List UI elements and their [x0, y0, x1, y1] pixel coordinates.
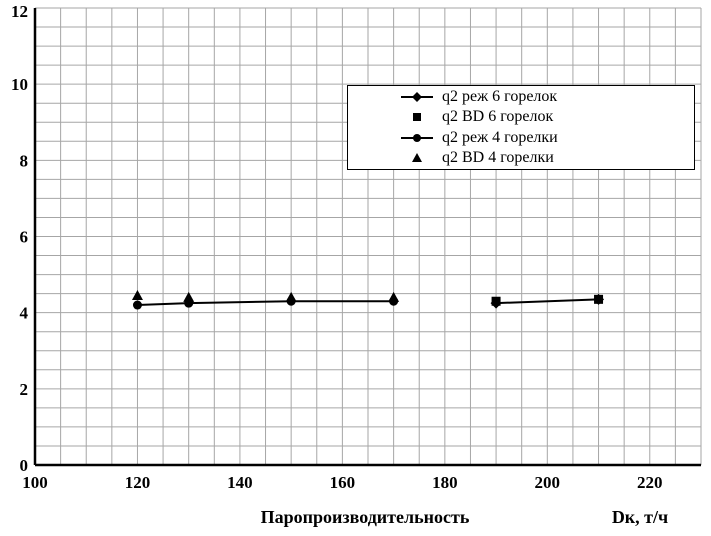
x-axis-unit: Dк, т/ч: [611, 507, 669, 527]
legend-label: q2 реж 4 горелки: [442, 128, 558, 146]
y-tick-label: 12: [11, 2, 28, 21]
legend-label: q2 BD 4 горелки: [442, 148, 554, 166]
legend: q2 реж 6 горелок q2 BD 6 горелок q2 реж 4 …: [347, 85, 695, 170]
triangle-marker-icon: [285, 291, 297, 302]
y-tick-label: 0: [20, 456, 29, 475]
x-tick-label: 160: [330, 473, 356, 492]
series-3: [131, 290, 400, 302]
triangle-marker-icon: [131, 290, 143, 301]
y-tick-label: 6: [20, 228, 29, 247]
legend-entry: q2 BD 4 горелки: [400, 149, 694, 167]
square-icon: [413, 113, 421, 122]
square-marker-icon: [413, 113, 421, 122]
x-tick-label: 200: [535, 473, 561, 492]
y-tick-label: 8: [20, 151, 29, 170]
x-tick-label: 220: [637, 473, 663, 492]
x-axis-title: Паропроизводительность: [260, 507, 470, 527]
x-tick-label: 180: [432, 473, 458, 492]
legend-label: q2 реж 6 горелок: [442, 88, 558, 106]
square-marker-icon: [491, 296, 501, 306]
legend-entry: q2 реж 6 горелок: [400, 88, 694, 106]
triangle-marker-icon: [388, 291, 400, 302]
circle-marker-icon: [132, 300, 142, 310]
x-tick-label: 140: [227, 473, 253, 492]
triangle-icon: [412, 152, 422, 162]
circle-marker-icon: [413, 133, 421, 142]
x-tick-label: 120: [125, 473, 151, 492]
triangle-marker-icon: [412, 152, 422, 162]
y-tick-label: 10: [11, 75, 28, 94]
diamond-icon: [401, 92, 433, 103]
series-1: [491, 294, 604, 306]
legend-entry: q2 реж 4 горелки: [400, 129, 694, 147]
circle-icon: [401, 133, 433, 142]
grid-lines: [34, 7, 702, 466]
series-line: [137, 300, 394, 307]
x-tick-label: 100: [22, 473, 48, 492]
series-line: [496, 298, 599, 305]
y-tick-label: 2: [20, 380, 29, 399]
y-tick-label: 4: [20, 304, 29, 323]
diamond-marker-icon: [412, 92, 422, 103]
square-marker-icon: [594, 294, 604, 304]
legend-label: q2 BD 6 горелок: [442, 108, 554, 126]
legend-entry: q2 BD 6 горелок: [400, 108, 694, 126]
triangle-marker-icon: [183, 291, 195, 302]
